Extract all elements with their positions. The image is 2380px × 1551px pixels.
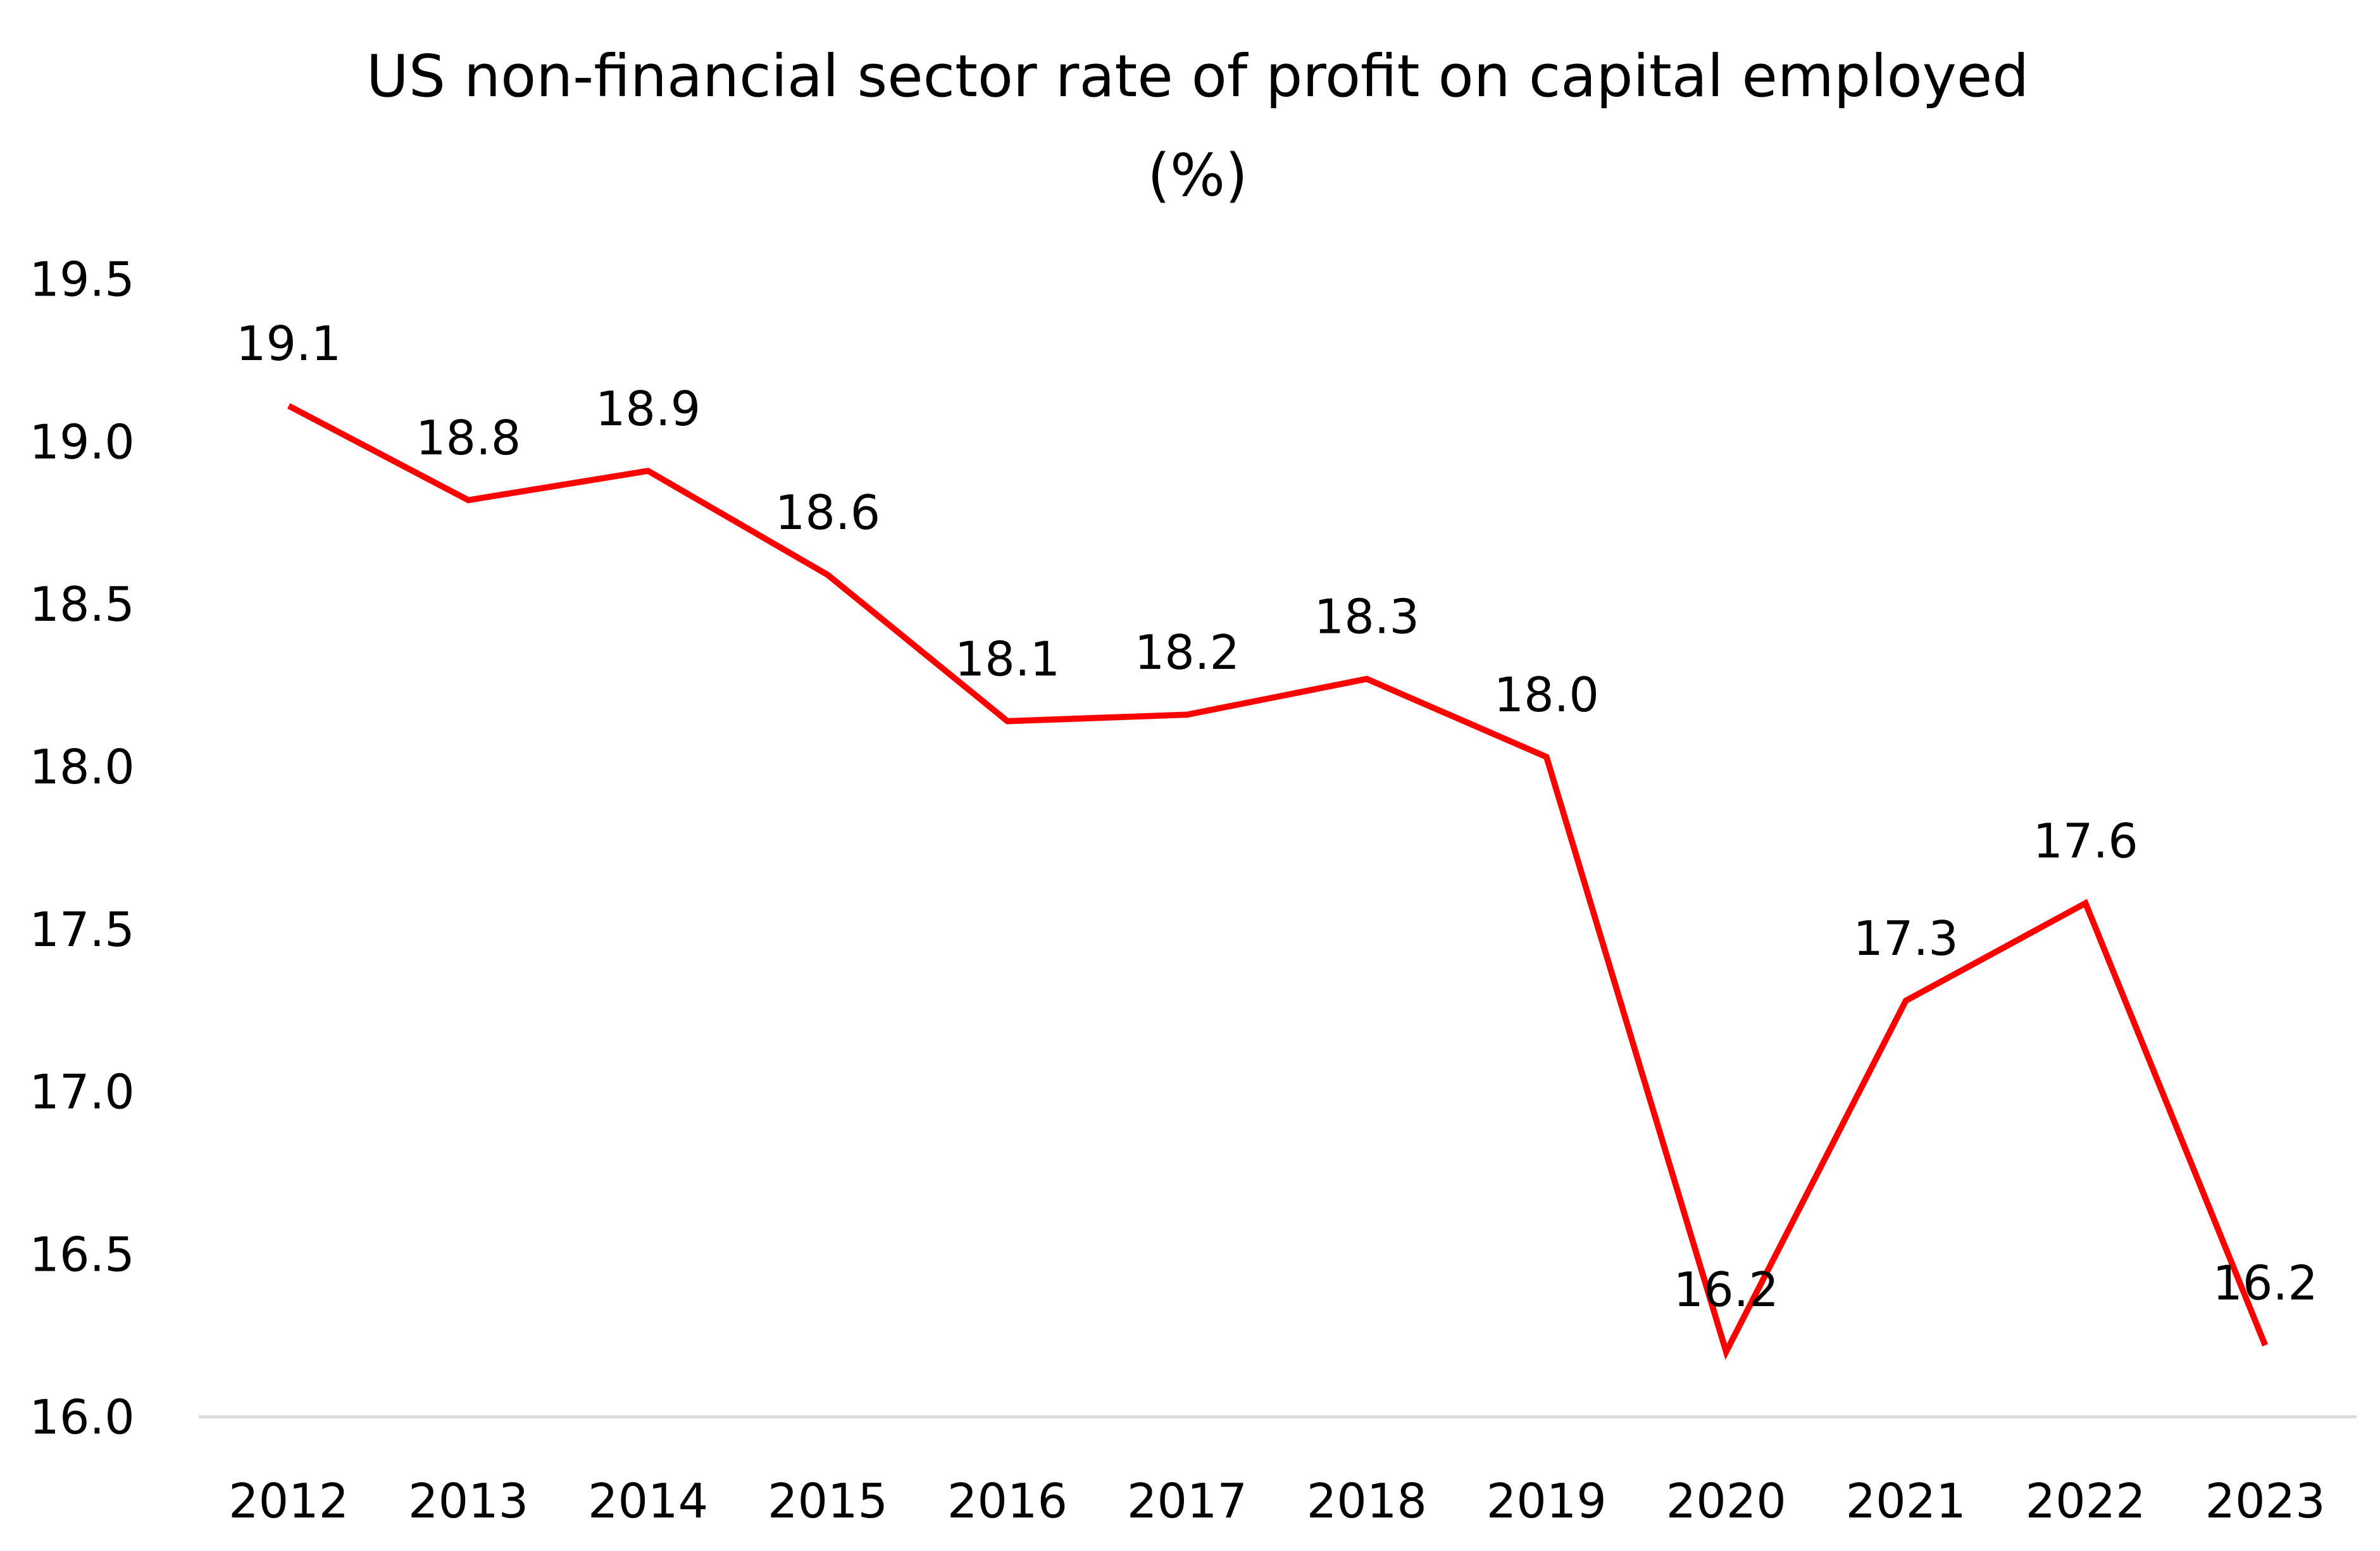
- series-line: [287, 403, 2269, 1361]
- x-tick-label: 2023: [2205, 1474, 2326, 1529]
- x-tick-label: 2022: [2026, 1474, 2146, 1529]
- data-label: 18.1: [955, 632, 1060, 687]
- y-axis: 16.0 16.5 17.0 17.5 18.0 18.5 19.0 19.5: [29, 252, 134, 1445]
- data-label: 17.6: [2033, 814, 2138, 869]
- x-tick-label: 2019: [1486, 1474, 1607, 1529]
- x-tick-label: 2020: [1666, 1474, 1786, 1529]
- data-label: 19.1: [236, 316, 341, 371]
- data-label: 18.0: [1494, 668, 1599, 723]
- x-tick-label: 2015: [768, 1474, 888, 1529]
- data-label: 18.2: [1135, 625, 1240, 680]
- data-label: 16.2: [1674, 1262, 1779, 1317]
- x-tick-label: 2014: [588, 1474, 708, 1529]
- chart-title: US non-financial sector rate of profit o…: [366, 42, 2029, 110]
- y-tick-label: 17.0: [29, 1065, 134, 1120]
- x-tick-label: 2013: [408, 1474, 528, 1529]
- x-tick-label: 2012: [228, 1474, 349, 1529]
- chart-subtitle: (%): [1147, 141, 1247, 209]
- data-labels: 19.1 18.8 18.9 18.6 18.1 18.2 18.3 18.0 16.2 17.3…: [236, 316, 2318, 1317]
- data-label: 18.6: [775, 485, 880, 540]
- y-tick-label: 19.5: [29, 252, 134, 308]
- data-label: 17.3: [1854, 911, 1959, 966]
- data-label: 18.8: [416, 411, 521, 466]
- y-tick-label: 16.5: [29, 1228, 134, 1283]
- data-label: 18.3: [1314, 590, 1419, 645]
- y-tick-label: 18.5: [29, 577, 134, 632]
- x-tick-label: 2017: [1127, 1474, 1247, 1529]
- y-tick-label: 19.0: [29, 414, 134, 470]
- data-label: 18.9: [595, 382, 701, 437]
- x-tick-label: 2021: [1846, 1474, 1966, 1529]
- x-tick-label: 2016: [947, 1474, 1068, 1529]
- y-tick-label: 18.0: [29, 740, 134, 795]
- x-axis: 2012 2013 2014 2015 2016 2017 2018 2019 2020 2021…: [228, 1474, 2326, 1529]
- x-tick-label: 2018: [1307, 1474, 1427, 1529]
- y-tick-label: 16.0: [29, 1390, 134, 1445]
- series-group: [287, 403, 2269, 1361]
- data-label: 16.2: [2212, 1256, 2317, 1311]
- y-tick-label: 17.5: [29, 902, 134, 957]
